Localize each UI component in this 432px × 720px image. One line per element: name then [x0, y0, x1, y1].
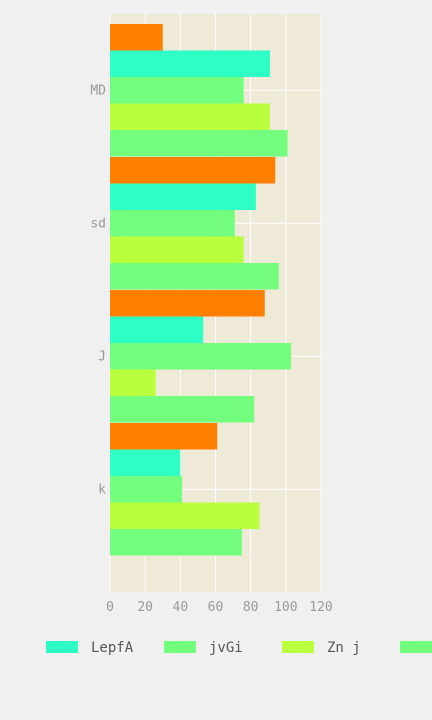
- bar-MD-3: [110, 103, 271, 130]
- bar-sd-4: [110, 263, 279, 290]
- bar-k-4: [110, 529, 242, 556]
- legend-swatch-4: [400, 641, 432, 653]
- x-tick-label-3: 60: [208, 600, 224, 615]
- bar-MD-1: [110, 50, 271, 77]
- bar-k-0: [110, 423, 218, 450]
- x-tick-label-0: 0: [106, 600, 114, 615]
- category-label-0: MD: [90, 83, 106, 98]
- legend-swatch-1: [46, 641, 78, 653]
- bar-MD-4: [110, 130, 288, 157]
- x-tick-label-1: 20: [137, 600, 153, 615]
- x-tick-label-6: 120: [309, 600, 332, 615]
- bar-J-1: [110, 316, 204, 343]
- bar-sd-3: [110, 236, 244, 263]
- category-labels: MD sd Jk: [90, 83, 106, 497]
- bar-sd-0: [110, 157, 276, 184]
- category-label-1: sd: [90, 216, 106, 231]
- bar-k-2: [110, 476, 183, 503]
- x-tick-label-4: 80: [243, 600, 259, 615]
- bar-k-1: [110, 449, 181, 476]
- bar-J-0: [110, 290, 265, 317]
- legend-label-1: LepfA: [91, 640, 134, 656]
- bar-J-3: [110, 369, 156, 396]
- x-axis-ticks: 0 20 40 60 80 100 120: [106, 600, 333, 615]
- x-tick-label-2: 40: [173, 600, 189, 615]
- bar-sd-2: [110, 210, 235, 237]
- x-tick-label-5: 100: [274, 600, 297, 615]
- bar-sd-1: [110, 183, 256, 210]
- category-label-3: k: [98, 482, 106, 497]
- bar-k-3: [110, 502, 260, 529]
- category-label-2: J: [98, 349, 106, 364]
- bars: [110, 24, 292, 556]
- legend-label-2: jvGi: [209, 640, 243, 656]
- legend: chLepfAjvGiZn j: [46, 640, 432, 656]
- legend-swatch-3: [282, 641, 314, 653]
- bar-J-4: [110, 396, 255, 423]
- bar-J-2: [110, 343, 292, 370]
- bar-MD-0: [110, 24, 163, 51]
- legend-label-3: Zn j: [327, 640, 361, 656]
- legend-swatch-2: [164, 641, 196, 653]
- bar-MD-2: [110, 77, 244, 104]
